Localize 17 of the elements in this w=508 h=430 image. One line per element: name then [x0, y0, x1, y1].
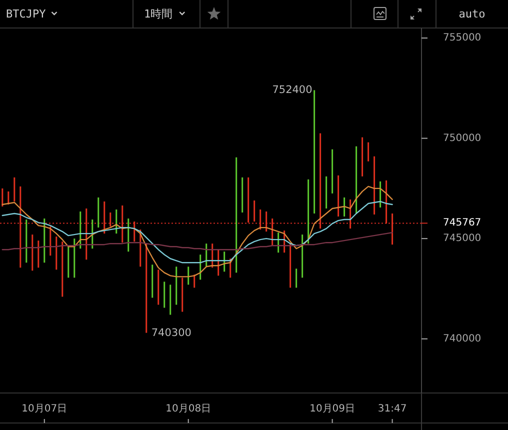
line-series — [2, 186, 393, 278]
x-tick-label: 10月08日 — [166, 404, 212, 414]
annotation: 740300 — [151, 326, 192, 339]
chart-title: BTCJPY — [6, 8, 46, 20]
x-tick-label: 10月09日 — [310, 404, 356, 414]
y-tick-label: 745000 — [443, 233, 482, 244]
y-tick-label: 750000 — [443, 132, 482, 144]
chart-subtitle: 1時間 — [144, 8, 173, 20]
x-tick-label: 31:47 — [378, 404, 407, 414]
ref-line-label: 745767 — [443, 218, 482, 229]
line-series — [2, 200, 393, 264]
annotation: 752400 — [272, 84, 312, 96]
y-tick-label: 740000 — [443, 333, 482, 344]
x-tick-label: 10月07日 — [22, 404, 68, 414]
y-tick-label: 755000 — [443, 32, 482, 44]
line-series — [2, 232, 393, 250]
text: auto — [458, 8, 486, 20]
